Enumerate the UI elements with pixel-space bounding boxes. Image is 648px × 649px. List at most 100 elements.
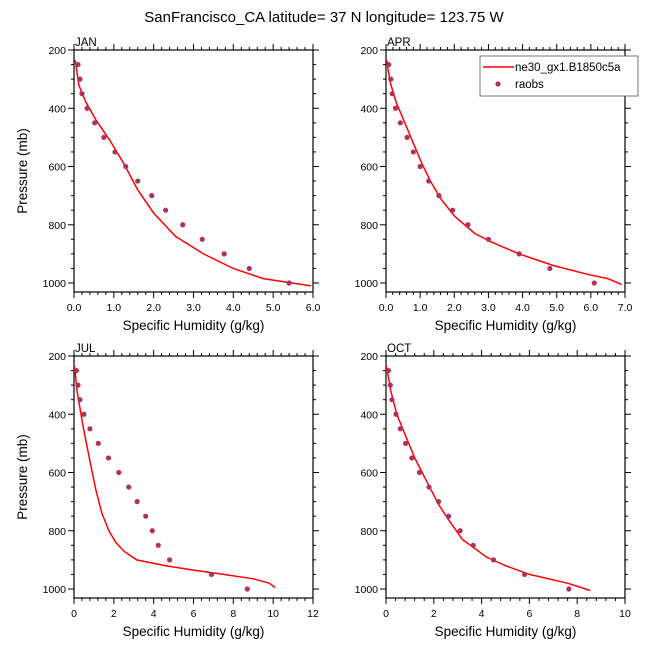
obs-point bbox=[389, 397, 395, 403]
plot-frame bbox=[385, 49, 626, 293]
model-line bbox=[385, 60, 622, 286]
obs-point bbox=[180, 222, 186, 228]
obs-point bbox=[116, 469, 122, 476]
obs-point bbox=[149, 193, 155, 199]
x-tick-label: 2 bbox=[111, 608, 117, 620]
x-tick-label: 5.0 bbox=[549, 302, 564, 314]
x-tick-label: 7.0 bbox=[618, 302, 633, 314]
legend-label-obs: raobs bbox=[515, 79, 544, 91]
obs-point bbox=[516, 251, 522, 257]
obs-point bbox=[246, 265, 252, 272]
legend-box bbox=[479, 55, 639, 97]
obs-point bbox=[81, 411, 87, 417]
x-tick-label: 5.0 bbox=[266, 302, 281, 314]
obs-point bbox=[149, 528, 155, 534]
y-axis-label: Pressure (mb) bbox=[15, 434, 30, 520]
x-axis-label: Specific Humidity (g/kg) bbox=[123, 624, 265, 639]
y-tick-label: 200 bbox=[360, 351, 378, 363]
obs-point bbox=[393, 411, 399, 417]
obs-point bbox=[92, 120, 98, 126]
obs-point bbox=[522, 571, 528, 578]
y-tick-label: 600 bbox=[48, 468, 66, 480]
obs-point bbox=[404, 134, 410, 140]
x-tick-label: 6.0 bbox=[584, 302, 599, 314]
y-tick-label: 200 bbox=[48, 45, 66, 57]
obs-point bbox=[199, 236, 205, 242]
obs-point bbox=[77, 397, 83, 403]
x-tick-label: 8 bbox=[574, 608, 580, 620]
x-tick-label: 10 bbox=[619, 608, 631, 620]
obs-point bbox=[402, 440, 409, 446]
obs-point bbox=[416, 469, 423, 476]
x-tick-label: 2 bbox=[431, 608, 437, 620]
obs-point bbox=[409, 455, 415, 461]
plot-frame bbox=[73, 49, 314, 293]
x-tick-label: 1.0 bbox=[413, 302, 428, 314]
obs-point bbox=[397, 426, 403, 432]
y-tick-label: 400 bbox=[48, 409, 66, 421]
obs-point bbox=[397, 120, 403, 126]
y-tick-label: 600 bbox=[360, 468, 378, 480]
x-tick-label: 0.0 bbox=[379, 302, 394, 314]
x-axis-label: Specific Humidity (g/kg) bbox=[435, 624, 577, 639]
model-line bbox=[74, 60, 312, 287]
obs-point bbox=[134, 499, 140, 505]
obs-point bbox=[435, 499, 442, 505]
y-tick-label: 600 bbox=[360, 162, 378, 174]
obs-point bbox=[77, 76, 83, 82]
x-tick-label: 4.0 bbox=[226, 302, 241, 314]
obs-point bbox=[426, 178, 432, 184]
y-tick-label: 200 bbox=[360, 45, 378, 57]
y-tick-label: 800 bbox=[48, 220, 66, 232]
y-tick-label: 1000 bbox=[355, 584, 379, 596]
obs-point bbox=[105, 455, 112, 461]
y-tick-label: 800 bbox=[360, 220, 378, 232]
panel-title: APR bbox=[387, 37, 411, 49]
obs-point bbox=[457, 528, 463, 534]
x-tick-label: 2.0 bbox=[146, 302, 161, 314]
obs-point bbox=[566, 586, 572, 592]
x-tick-label: 8 bbox=[230, 608, 236, 620]
y-tick-label: 400 bbox=[360, 409, 378, 421]
obs-point bbox=[79, 91, 85, 97]
x-tick-label: 0 bbox=[383, 608, 389, 620]
obs-point bbox=[446, 513, 452, 519]
obs-point bbox=[410, 149, 416, 155]
obs-point bbox=[244, 586, 250, 592]
x-tick-label: 6 bbox=[526, 608, 532, 620]
legend-label-model: ne30_gx1.B1850c5a bbox=[515, 62, 621, 74]
y-tick-label: 400 bbox=[48, 103, 66, 115]
y-tick-label: 1000 bbox=[43, 584, 67, 596]
y-tick-label: 600 bbox=[48, 162, 66, 174]
panel-title: JAN bbox=[75, 37, 97, 49]
obs-point bbox=[388, 76, 394, 82]
x-tick-label: 12 bbox=[307, 608, 319, 620]
obs-point bbox=[386, 61, 392, 68]
obs-point bbox=[95, 440, 101, 446]
x-tick-label: 6 bbox=[191, 608, 197, 620]
y-tick-label: 800 bbox=[48, 526, 66, 538]
x-tick-label: 10 bbox=[267, 608, 279, 620]
obs-point bbox=[449, 207, 456, 213]
figure-title: SanFrancisco_CA latitude= 37 N longitude… bbox=[144, 9, 504, 26]
y-tick-label: 1000 bbox=[355, 278, 379, 290]
obs-point bbox=[547, 265, 553, 272]
x-axis-label: Specific Humidity (g/kg) bbox=[123, 318, 265, 333]
x-tick-label: 3.0 bbox=[186, 302, 201, 314]
panel-title: OCT bbox=[387, 343, 411, 355]
obs-point bbox=[417, 163, 423, 170]
obs-point bbox=[465, 222, 471, 228]
x-tick-label: 6.0 bbox=[306, 302, 321, 314]
obs-point bbox=[167, 557, 173, 563]
obs-point bbox=[426, 484, 432, 490]
model-line bbox=[73, 366, 276, 589]
x-axis-label: Specific Humidity (g/kg) bbox=[435, 318, 577, 333]
x-tick-label: 0.0 bbox=[67, 302, 82, 314]
obs-point bbox=[387, 382, 393, 388]
obs-point bbox=[155, 542, 161, 548]
obs-point bbox=[208, 571, 215, 578]
